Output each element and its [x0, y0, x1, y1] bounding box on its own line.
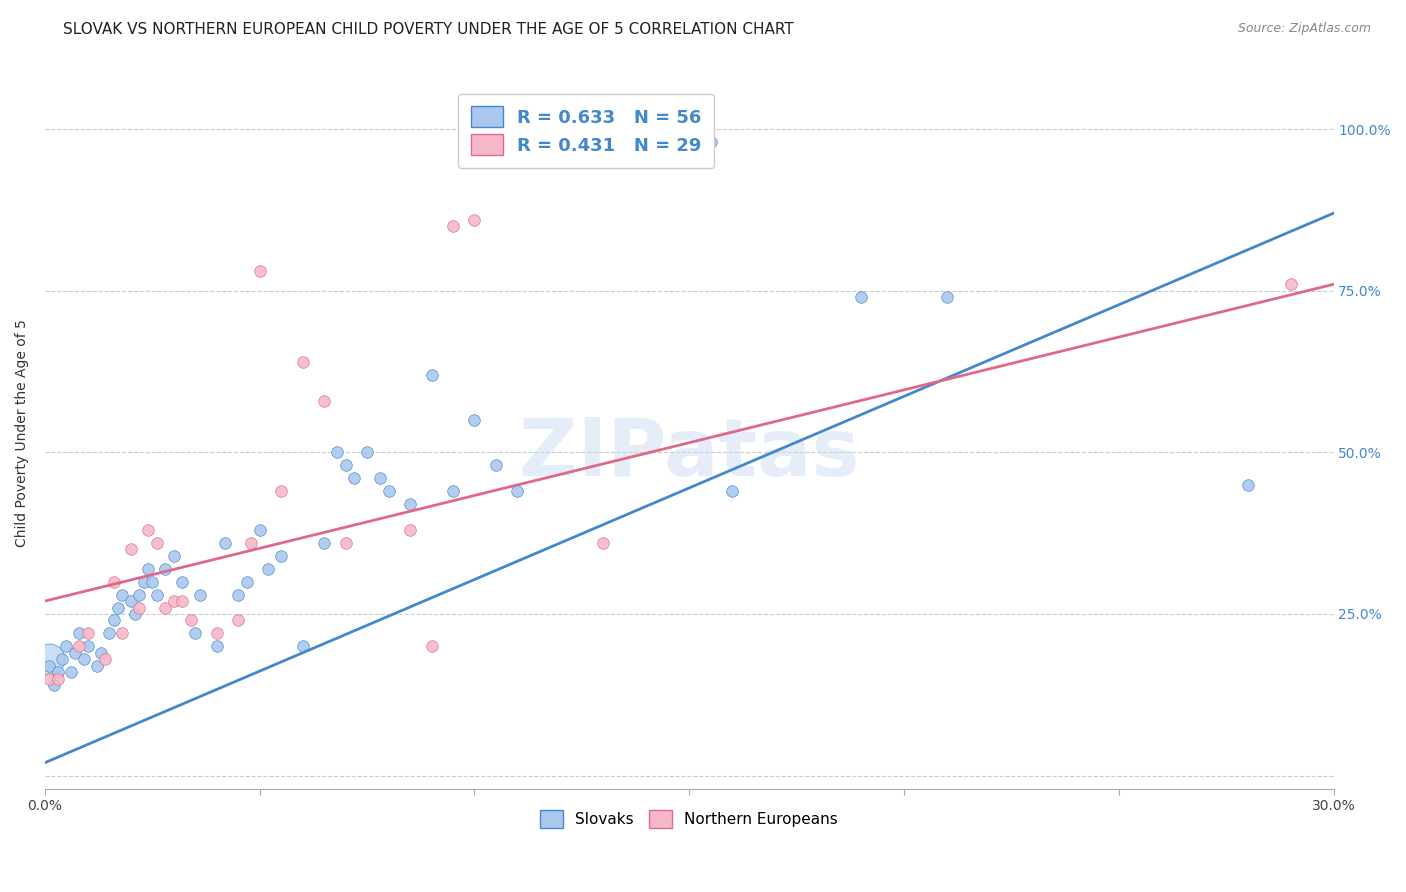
- Point: [67, 640, 90, 654]
- Point: [343, 471, 366, 485]
- Point: [145, 588, 167, 602]
- Point: [103, 574, 125, 589]
- Point: [180, 614, 202, 628]
- Point: [420, 640, 443, 654]
- Point: [136, 562, 159, 576]
- Point: [1236, 477, 1258, 491]
- Point: [205, 640, 228, 654]
- Text: Source: ZipAtlas.com: Source: ZipAtlas.com: [1237, 22, 1371, 36]
- Point: [98, 626, 121, 640]
- Point: [226, 614, 249, 628]
- Point: [485, 458, 508, 473]
- Point: [184, 626, 207, 640]
- Point: [38, 652, 60, 666]
- Point: [463, 413, 485, 427]
- Point: [506, 484, 529, 499]
- Point: [128, 600, 150, 615]
- Point: [155, 562, 177, 576]
- Point: [90, 646, 112, 660]
- Point: [240, 536, 263, 550]
- Point: [441, 219, 464, 233]
- Point: [172, 594, 194, 608]
- Point: [463, 212, 485, 227]
- Point: [314, 393, 336, 408]
- Point: [111, 588, 134, 602]
- Point: [721, 484, 744, 499]
- Point: [155, 600, 177, 615]
- Point: [55, 640, 77, 654]
- Point: [399, 523, 422, 537]
- Point: [141, 574, 163, 589]
- Point: [136, 523, 159, 537]
- Point: [163, 594, 186, 608]
- Point: [291, 355, 314, 369]
- Point: [368, 471, 391, 485]
- Point: [592, 536, 614, 550]
- Point: [63, 646, 86, 660]
- Point: [678, 135, 700, 149]
- Point: [86, 658, 108, 673]
- Point: [335, 458, 357, 473]
- Point: [1279, 277, 1302, 292]
- Point: [163, 549, 186, 563]
- Point: [214, 536, 236, 550]
- Point: [291, 640, 314, 654]
- Legend: Slovaks, Northern Europeans: Slovaks, Northern Europeans: [534, 805, 845, 834]
- Point: [399, 497, 422, 511]
- Point: [249, 264, 271, 278]
- Point: [51, 652, 73, 666]
- Point: [326, 445, 349, 459]
- Point: [38, 658, 60, 673]
- Point: [314, 536, 336, 550]
- Point: [94, 652, 117, 666]
- Point: [236, 574, 259, 589]
- Point: [226, 588, 249, 602]
- Point: [72, 652, 94, 666]
- Point: [77, 640, 100, 654]
- Point: [59, 665, 82, 680]
- Point: [420, 368, 443, 382]
- Point: [107, 600, 129, 615]
- Point: [636, 135, 658, 149]
- Point: [46, 665, 69, 680]
- Point: [124, 607, 146, 621]
- Point: [67, 626, 90, 640]
- Point: [936, 290, 959, 304]
- Point: [46, 672, 69, 686]
- Point: [377, 484, 399, 499]
- Point: [249, 523, 271, 537]
- Text: ZIPat​as: ZIPat​as: [519, 416, 859, 493]
- Point: [849, 290, 872, 304]
- Point: [441, 484, 464, 499]
- Point: [128, 588, 150, 602]
- Point: [120, 594, 142, 608]
- Point: [111, 626, 134, 640]
- Point: [103, 614, 125, 628]
- Point: [145, 536, 167, 550]
- Point: [38, 672, 60, 686]
- Point: [172, 574, 194, 589]
- Point: [188, 588, 211, 602]
- Text: SLOVAK VS NORTHERN EUROPEAN CHILD POVERTY UNDER THE AGE OF 5 CORRELATION CHART: SLOVAK VS NORTHERN EUROPEAN CHILD POVERT…: [63, 22, 794, 37]
- Point: [270, 484, 292, 499]
- Point: [120, 542, 142, 557]
- Point: [42, 678, 65, 692]
- Point: [270, 549, 292, 563]
- Point: [132, 574, 155, 589]
- Point: [335, 536, 357, 550]
- Point: [77, 626, 100, 640]
- Point: [257, 562, 280, 576]
- Point: [699, 135, 721, 149]
- Point: [205, 626, 228, 640]
- Y-axis label: Child Poverty Under the Age of 5: Child Poverty Under the Age of 5: [15, 319, 30, 547]
- Point: [356, 445, 378, 459]
